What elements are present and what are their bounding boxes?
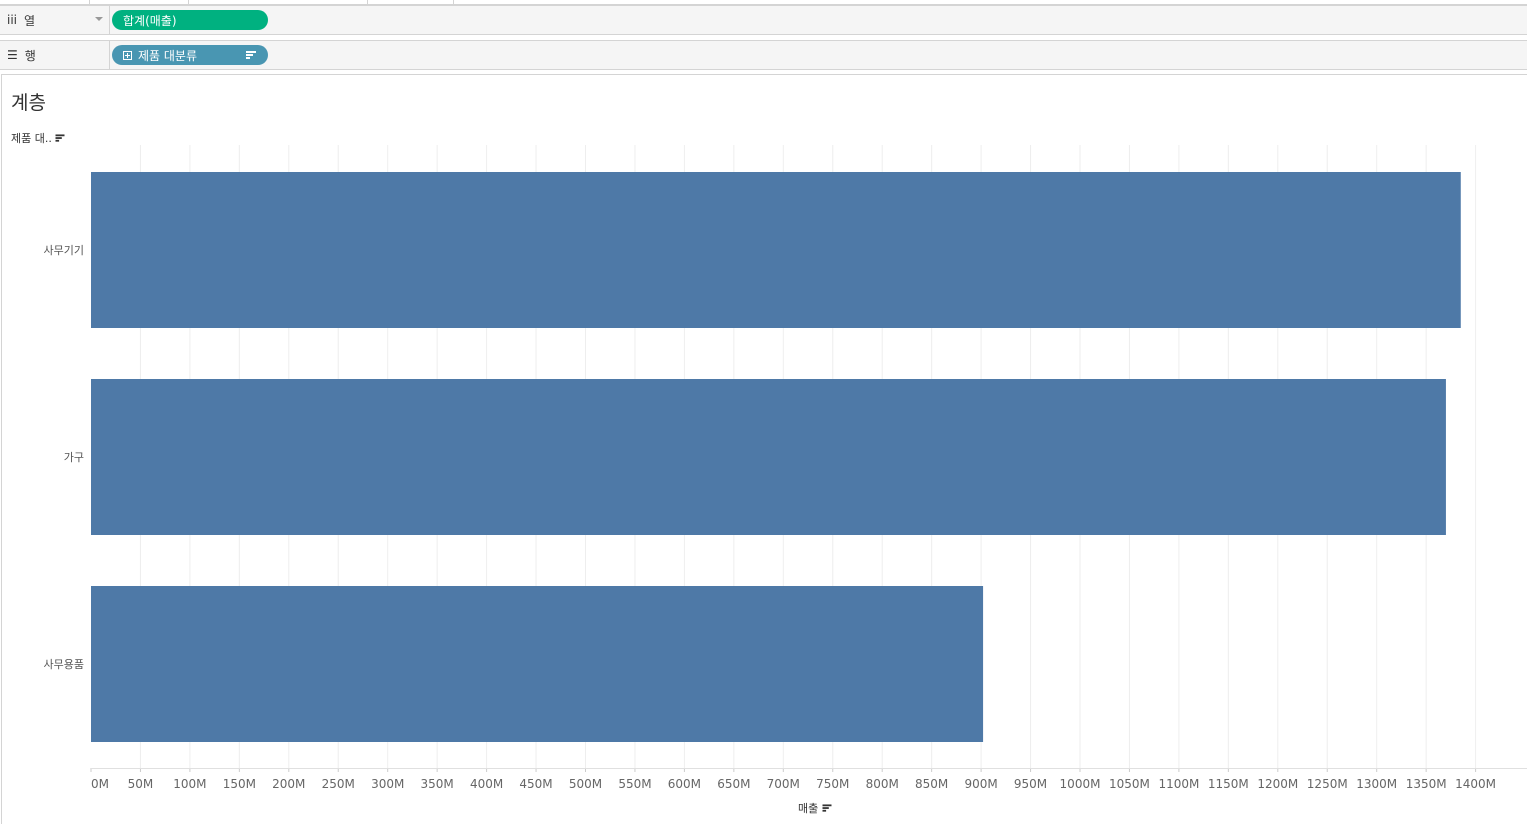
x-tick-label: 850M xyxy=(915,777,948,791)
worksheet-view xyxy=(1,74,1527,824)
x-tick-label: 1300M xyxy=(1356,777,1397,791)
rows-shelf-text: 행 xyxy=(24,48,36,63)
x-tick-label: 700M xyxy=(767,777,800,791)
x-tick-label: 750M xyxy=(816,777,849,791)
x-axis-title-text: 매출 xyxy=(798,802,819,815)
row-header[interactable]: 제품 대.. xyxy=(11,130,65,146)
x-tick-label: 250M xyxy=(322,777,355,791)
x-tick-label: 550M xyxy=(618,777,651,791)
bar[interactable] xyxy=(91,379,1446,535)
x-tick-label: 450M xyxy=(519,777,552,791)
category-label[interactable]: 사무기기 xyxy=(44,244,84,257)
axis-sort-icon[interactable] xyxy=(822,803,832,812)
x-axis-title[interactable]: 매출 xyxy=(798,800,832,816)
x-tick-label: 1150M xyxy=(1208,777,1249,791)
x-tick-label: 1100M xyxy=(1158,777,1199,791)
category-label[interactable]: 사무용품 xyxy=(44,658,84,671)
x-tick-label: 600M xyxy=(668,777,701,791)
row-header-text: 제품 대.. xyxy=(11,132,52,145)
columns-shelf[interactable]: iii 열 합계(매출) xyxy=(0,5,1527,35)
x-tick-label: 1250M xyxy=(1307,777,1348,791)
row-sort-icon[interactable] xyxy=(55,133,65,142)
chevron-down-icon[interactable] xyxy=(95,17,103,21)
x-tick-label: 500M xyxy=(569,777,602,791)
x-tick-label: 0M xyxy=(91,777,109,791)
sum-sales-pill[interactable]: 합계(매출) xyxy=(112,10,268,30)
x-tick-label: 300M xyxy=(371,777,404,791)
x-tick-label: 50M xyxy=(128,777,154,791)
x-tick-label: 1350M xyxy=(1406,777,1447,791)
x-tick-label: 1050M xyxy=(1109,777,1150,791)
sum-sales-pill-text: 합계(매출) xyxy=(123,13,177,28)
x-tick-label: 1200M xyxy=(1257,777,1298,791)
expand-plus-icon[interactable] xyxy=(123,50,132,60)
product-category-pill[interactable]: 제품 대분류 xyxy=(112,45,268,65)
x-tick-label: 950M xyxy=(1014,777,1047,791)
sort-icon[interactable] xyxy=(246,51,256,60)
x-tick-label: 900M xyxy=(964,777,997,791)
rows-icon: ☰ xyxy=(7,48,18,62)
x-tick-label: 650M xyxy=(717,777,750,791)
bar[interactable] xyxy=(91,586,984,742)
top-toolbar-strip xyxy=(0,0,1527,5)
rows-shelf[interactable]: ☰ 행 제품 대분류 xyxy=(0,40,1527,70)
x-tick-label: 100M xyxy=(173,777,206,791)
x-tick-label: 150M xyxy=(223,777,256,791)
columns-shelf-text: 열 xyxy=(24,13,36,28)
x-tick-label: 1000M xyxy=(1060,777,1101,791)
bar[interactable] xyxy=(91,172,1461,328)
x-tick-label: 400M xyxy=(470,777,503,791)
x-tick-label: 1400M xyxy=(1455,777,1496,791)
x-tick-label: 200M xyxy=(272,777,305,791)
rows-shelf-label: ☰ 행 xyxy=(0,41,110,69)
columns-icon: iii xyxy=(7,13,18,27)
columns-shelf-label: iii 열 xyxy=(0,6,110,34)
sheet-title: 계층 xyxy=(11,92,46,114)
x-tick-label: 800M xyxy=(866,777,899,791)
x-tick-label: 350M xyxy=(421,777,454,791)
category-label[interactable]: 가구 xyxy=(64,451,84,464)
product-category-pill-text: 제품 대분류 xyxy=(138,48,198,63)
